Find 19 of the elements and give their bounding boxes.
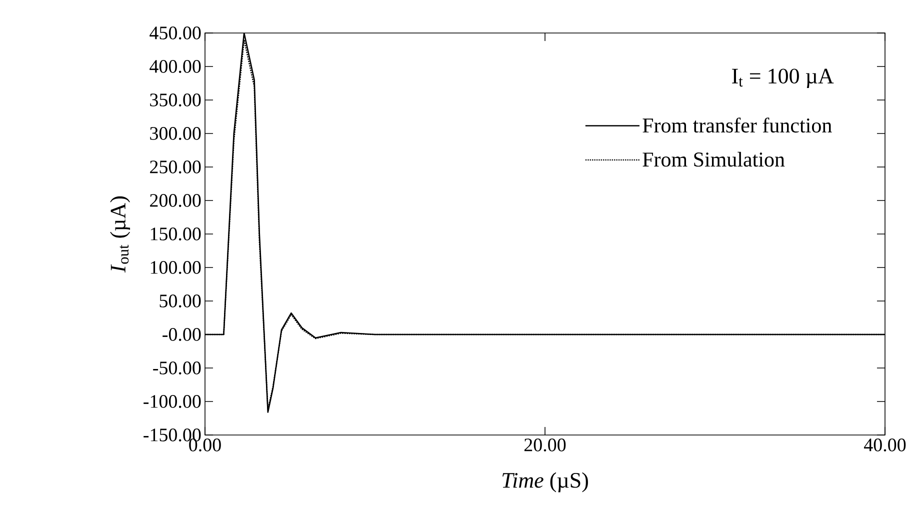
y-tick-label: 250.00 [150, 160, 201, 174]
y-tick-label: 200.00 [150, 194, 201, 207]
legend-label: From Simulation [642, 152, 785, 167]
y-tick-label: -0.00 [162, 328, 201, 341]
x-axis-title: Time (µS) [502, 472, 588, 492]
annotation: I$_{t}$ = 100 µA [732, 68, 834, 88]
y-tick-label: 300.00 [150, 127, 201, 140]
y-tick-label: 150.00 [150, 228, 201, 240]
x-tick-label: 20.00 [524, 438, 566, 452]
y-tick-label: 350.00 [150, 94, 201, 106]
y-tick-label: 450.00 [150, 26, 201, 40]
y-tick-label: -100.00 [144, 395, 201, 408]
legend-label: From transfer function [642, 118, 832, 133]
x-tick-label: 40.00 [864, 438, 906, 452]
y-tick-label: 50.00 [160, 294, 201, 308]
y-tick-label: 400.00 [150, 60, 201, 73]
y-axis-title: I$_{out}$ (µA) [110, 196, 130, 273]
y-tick-label: 100.00 [150, 261, 201, 274]
y-tick-label: -50.00 [153, 362, 201, 374]
